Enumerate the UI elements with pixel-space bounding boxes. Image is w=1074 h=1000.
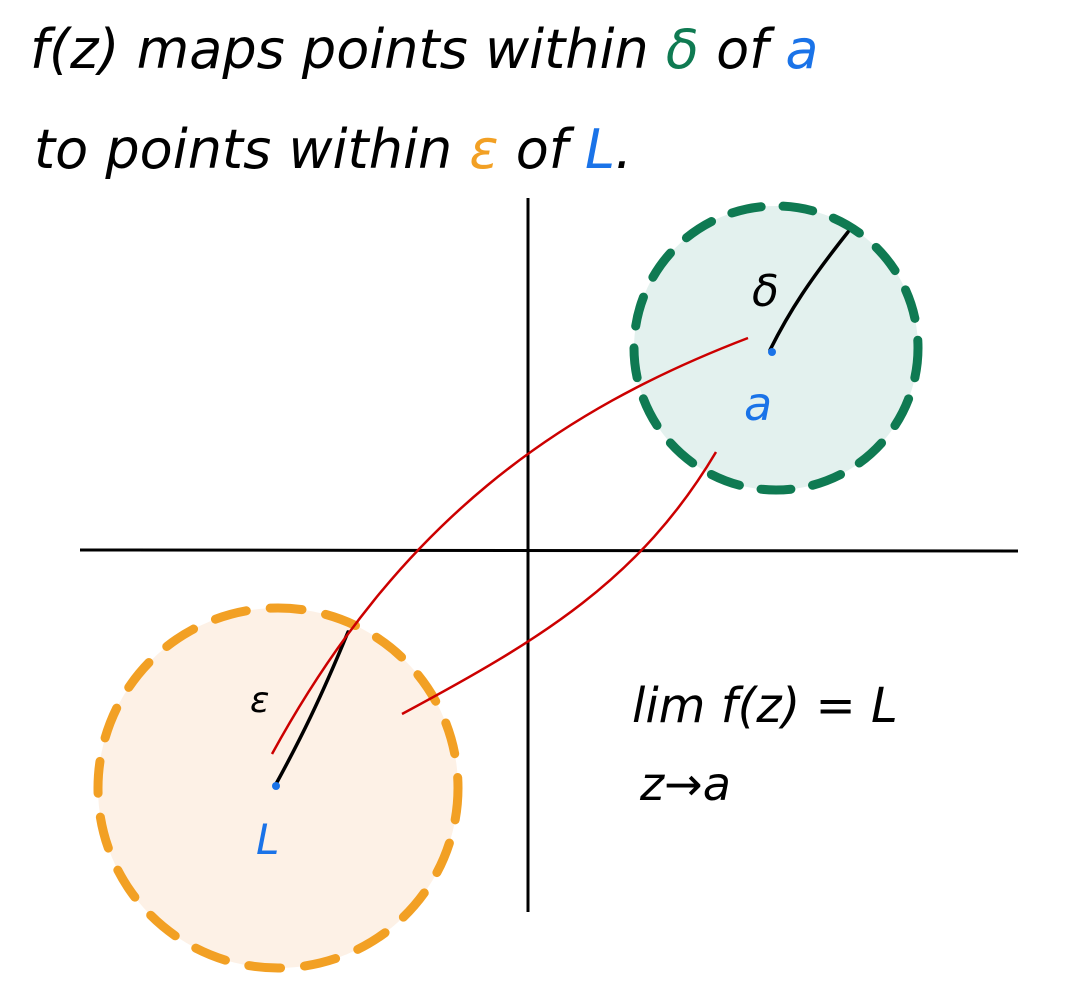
- mapping-curve-center: [270, 336, 749, 755]
- point-L: [272, 782, 280, 790]
- caption-line-1-text: f(z) maps points within: [30, 18, 666, 81]
- point-a: [768, 348, 776, 356]
- caption-period: .: [615, 118, 632, 181]
- delta-neighborhood-disc: [629, 201, 923, 495]
- limit-expression: lim f(z) = L: [632, 678, 898, 734]
- horizontal-axis: [79, 548, 1019, 553]
- caption-point-a: a: [785, 18, 818, 81]
- limit-subscript: z→a: [639, 757, 731, 811]
- caption-line-2-text: to points within: [34, 118, 469, 181]
- caption-line-2: to points within ε of L.: [34, 118, 632, 181]
- delta-radius-label: δ: [752, 266, 779, 317]
- delta-radius-line: [768, 230, 850, 352]
- caption-epsilon-symbol: ε: [469, 118, 498, 181]
- caption-line-1: f(z) maps points within δ of a: [30, 18, 818, 81]
- point-L-label: L: [256, 815, 279, 864]
- epsilon-radius-label: ε: [250, 680, 269, 721]
- epsilon-radius-line: [274, 630, 350, 786]
- caption-line-2-of: of: [499, 118, 585, 181]
- mapping-curve-boundary: [401, 451, 718, 716]
- caption-delta-symbol: δ: [666, 18, 699, 81]
- caption-point-L: L: [585, 118, 615, 181]
- caption-line-1-of: of: [699, 18, 785, 81]
- point-a-label: a: [744, 377, 772, 431]
